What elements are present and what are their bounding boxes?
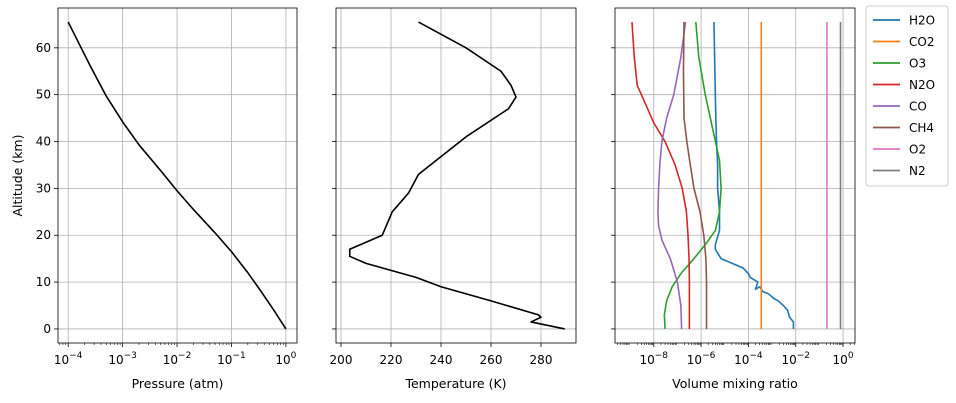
x-axis-label: Volume mixing ratio <box>672 376 798 391</box>
x-tick-label: 240 <box>430 353 453 367</box>
legend-label-co: CO <box>909 100 927 114</box>
y-tick-label: 40 <box>36 135 51 149</box>
y-tick-label: 50 <box>36 88 51 102</box>
series-line-n2o <box>631 22 691 329</box>
x-tick-label: 200 <box>330 353 353 367</box>
axes-frame <box>57 7 298 344</box>
legend-label-n2o: N2O <box>909 78 935 92</box>
temperature-panel: 200 220 240 260 280 Temperature (K) <box>330 7 577 391</box>
legend-label-ch4: CH4 <box>909 121 934 135</box>
profile-line <box>67 21 287 330</box>
x-tick-label: 10−3 <box>108 351 137 367</box>
series-line-ch4 <box>682 22 708 329</box>
x-tick-label: 10−4 <box>734 351 763 367</box>
x-tick-label: 10−2 <box>163 351 192 367</box>
legend-box <box>865 5 949 187</box>
y-tick-label: 30 <box>36 181 51 195</box>
x-tick-label: 10−4 <box>54 351 83 367</box>
x-tick-label: 10−8 <box>639 351 668 367</box>
mixing-ratio-panel: 10−8 10−6 10−4 10−2 100 Volume mixing ratio <box>611 7 856 391</box>
x-tick-label: 10−1 <box>217 351 246 367</box>
x-tick-label: 260 <box>480 353 503 367</box>
y-tick-label: 60 <box>36 41 51 55</box>
y-axis-label: Altitude (km) <box>10 135 25 217</box>
legend: H2O CO2 O3 N2O CO CH4 O2 N2 <box>865 5 949 187</box>
legend-label-n2: N2 <box>909 164 926 178</box>
axes-frame <box>335 7 577 344</box>
series-line-o3 <box>663 21 722 329</box>
series-line-h2o <box>713 22 795 329</box>
pressure-panel: 10−4 10−3 10−2 10−1 100 0 10 20 30 40 50 60 Pressure… <box>10 7 298 391</box>
legend-label-h2o: H2O <box>909 14 935 28</box>
legend-label-o3: O3 <box>909 57 926 71</box>
axes-frame <box>614 7 856 344</box>
series-line-co <box>657 21 687 329</box>
x-tick-label: 280 <box>530 353 553 367</box>
x-axis-label: Temperature (K) <box>404 376 506 391</box>
y-tick-label: 10 <box>36 275 51 289</box>
x-tick-label: 100 <box>275 351 296 367</box>
y-tick-label: 0 <box>43 322 51 336</box>
legend-label-co2: CO2 <box>909 35 934 49</box>
y-tick-label: 20 <box>36 228 51 242</box>
x-tick-label: 220 <box>380 353 403 367</box>
x-axis-label: Pressure (atm) <box>132 376 224 391</box>
profile-line <box>348 21 565 330</box>
x-tick-label: 10−2 <box>781 351 810 367</box>
x-tick-label: 100 <box>833 351 854 367</box>
legend-label-o2: O2 <box>909 143 926 157</box>
x-tick-label: 10−6 <box>687 351 716 367</box>
